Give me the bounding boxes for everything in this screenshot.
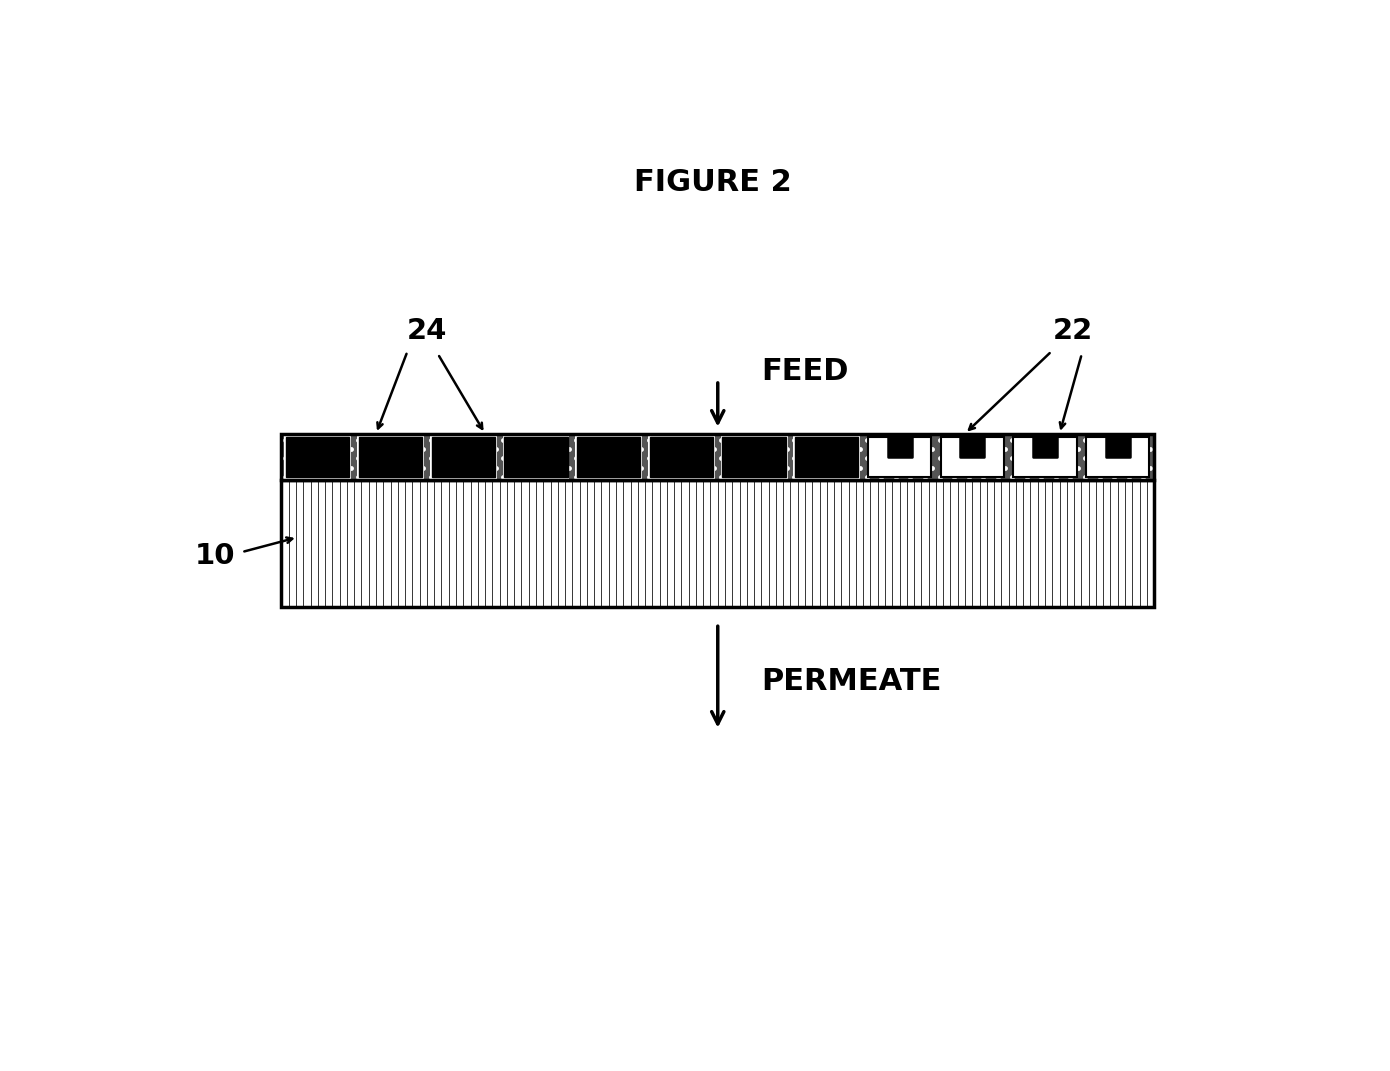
Bar	[795, 437, 859, 478]
Text: FIGURE 2: FIGURE 2	[634, 168, 791, 197]
Bar	[577, 437, 641, 478]
Bar	[575, 436, 642, 479]
Bar	[723, 437, 785, 478]
Bar	[1086, 437, 1150, 478]
Text: 24: 24	[407, 317, 448, 345]
Bar	[281, 481, 1154, 607]
Bar	[1013, 437, 1077, 478]
Bar	[286, 437, 349, 478]
Polygon shape	[1105, 437, 1130, 457]
Text: FEED: FEED	[760, 358, 848, 387]
Bar	[505, 437, 567, 478]
Bar	[285, 436, 352, 479]
Bar	[432, 437, 495, 478]
Bar	[430, 436, 496, 479]
Bar	[867, 437, 931, 478]
Bar	[503, 436, 570, 479]
Bar	[281, 434, 1154, 481]
Bar	[359, 437, 423, 478]
Bar	[941, 437, 1004, 478]
Bar	[794, 436, 860, 479]
Bar	[720, 436, 788, 479]
Text: 10: 10	[195, 542, 235, 570]
Polygon shape	[888, 437, 912, 457]
Text: PERMEATE: PERMEATE	[760, 666, 941, 695]
Polygon shape	[1033, 437, 1056, 457]
Bar	[649, 437, 713, 478]
Text: 22: 22	[1054, 317, 1094, 345]
Bar	[648, 436, 714, 479]
Bar	[357, 436, 424, 479]
Bar	[281, 434, 1154, 481]
Polygon shape	[960, 437, 984, 457]
Bar	[281, 481, 1154, 607]
